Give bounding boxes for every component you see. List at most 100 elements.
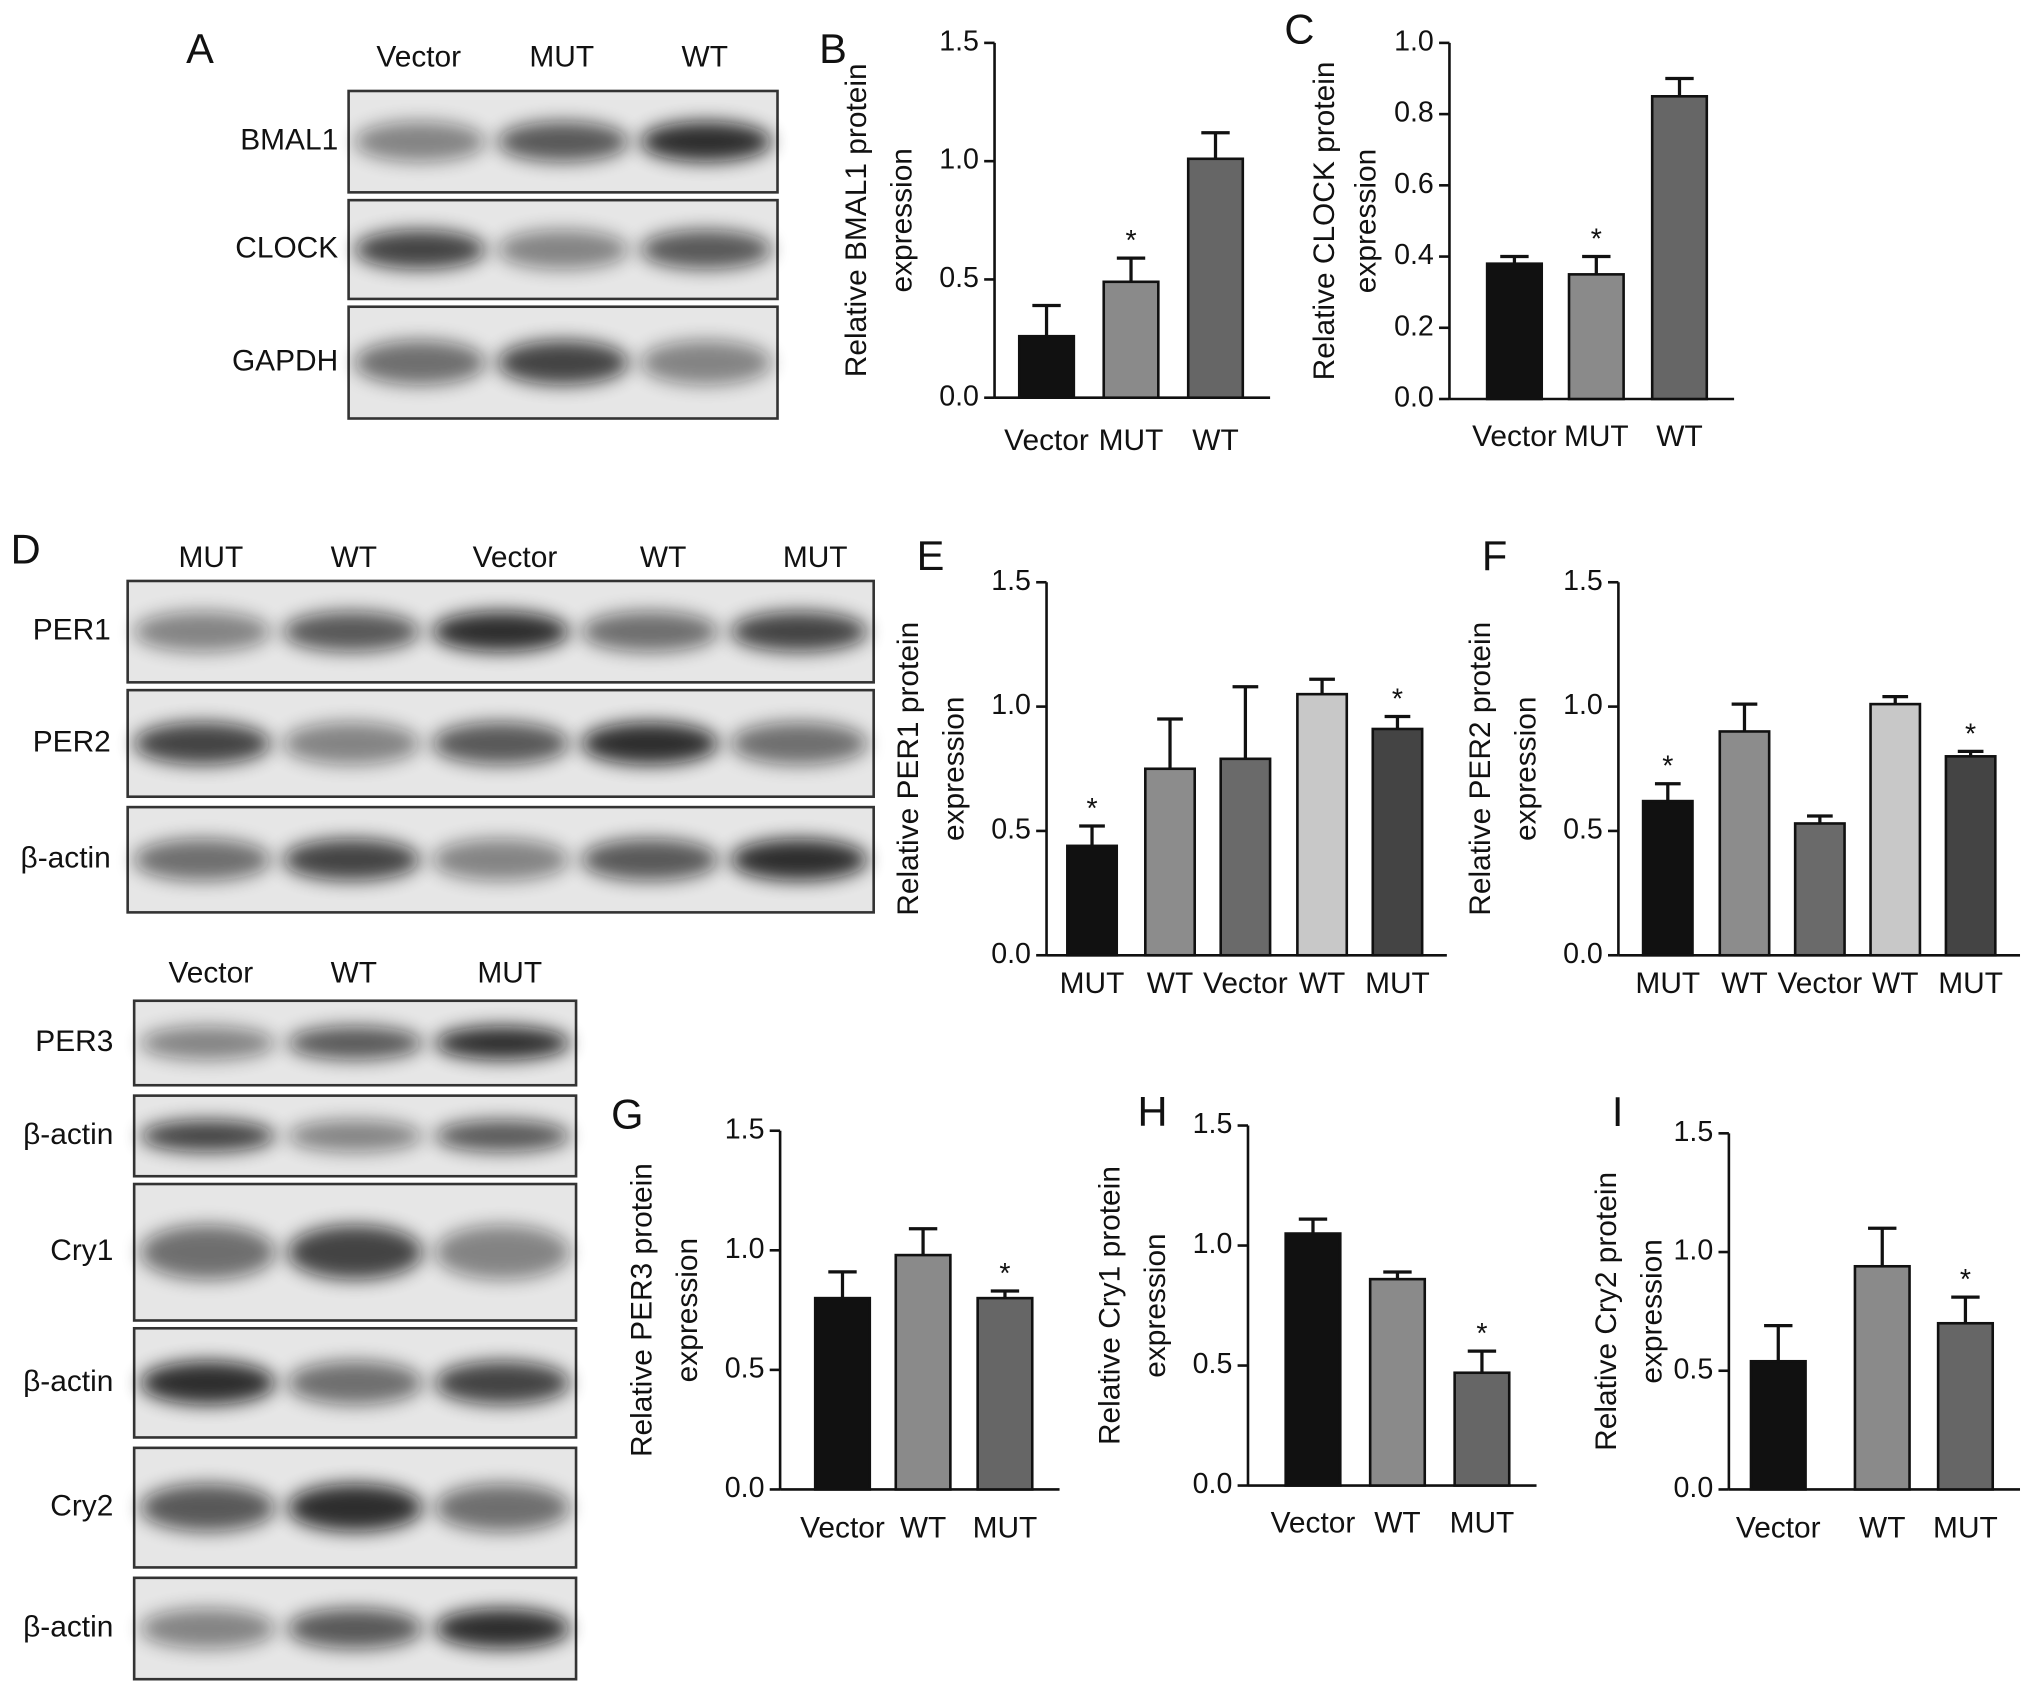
band <box>434 1026 571 1060</box>
lane-label: MUT <box>783 541 848 574</box>
row-label: GAPDH <box>232 345 338 378</box>
x-tick-label: MUT <box>1060 967 1125 1000</box>
y-tick-label: 0.0 <box>991 938 1031 970</box>
lane-label: MUT <box>477 957 542 990</box>
bar <box>1485 262 1544 401</box>
row-label: PER1 <box>33 614 111 647</box>
y-tick-label: 1.5 <box>1193 1108 1233 1140</box>
bar <box>1368 1277 1427 1487</box>
bar <box>1650 95 1709 401</box>
y-tick-label: 0.8 <box>1394 97 1434 129</box>
y-tick-label: 0.0 <box>1674 1472 1714 1504</box>
band <box>133 611 271 652</box>
y-axis-label: expression <box>1635 1239 1668 1383</box>
band <box>287 1608 423 1649</box>
y-tick-label: 1.0 <box>725 1233 765 1265</box>
band <box>282 722 421 765</box>
bar <box>1641 799 1694 957</box>
y-tick-label: 0.0 <box>939 380 979 412</box>
band <box>434 1361 571 1405</box>
bar <box>1219 757 1272 957</box>
y-tick-label: 0.5 <box>939 262 979 294</box>
band <box>287 1026 423 1060</box>
bar <box>1284 1232 1342 1487</box>
y-tick-label: 1.0 <box>1563 689 1603 721</box>
x-tick-label: MUT <box>1635 967 1700 1000</box>
x-tick-label: Vector <box>800 1512 885 1545</box>
band <box>140 1224 276 1280</box>
bar <box>1718 730 1771 957</box>
band <box>140 1361 276 1405</box>
x-tick-label: WT <box>1147 967 1193 1000</box>
lane-label: WT <box>331 541 377 574</box>
y-tick-label: 0.0 <box>1193 1468 1233 1500</box>
x-tick-label: MUT <box>1564 420 1629 453</box>
row-label: β-actin <box>23 1118 113 1151</box>
bar <box>1567 273 1625 401</box>
bar <box>1793 822 1846 957</box>
band <box>282 838 421 881</box>
y-tick-label: 1.5 <box>725 1113 765 1145</box>
y-axis-label: Relative BMAL1 protein <box>840 63 873 377</box>
significance: * <box>1086 793 1097 825</box>
band <box>133 838 271 881</box>
band <box>497 121 629 162</box>
panel-letter: C <box>1284 5 1314 52</box>
x-tick-label: WT <box>1656 420 1702 453</box>
bar <box>1144 767 1197 957</box>
band <box>354 121 486 162</box>
bar <box>976 1296 1034 1491</box>
band <box>287 1119 423 1153</box>
lane-label: MUT <box>529 40 594 73</box>
x-tick-label: MUT <box>1450 1506 1515 1539</box>
lane-label: MUT <box>178 541 243 574</box>
y-axis-label: expression <box>1139 1233 1172 1377</box>
x-tick-label: WT <box>1192 424 1238 457</box>
bar <box>1102 280 1160 400</box>
bar <box>1936 1321 1995 1491</box>
y-axis-label: Relative Cry2 protein <box>1590 1172 1623 1451</box>
band <box>581 722 719 765</box>
y-tick-label: 0.4 <box>1394 239 1434 271</box>
y-axis-label: Relative PER1 protein <box>892 622 925 916</box>
lane-label: Vector <box>376 40 461 73</box>
lane-label: Vector <box>168 957 253 990</box>
band <box>581 611 719 652</box>
x-tick-label: Vector <box>1778 967 1863 1000</box>
y-axis-label: expression <box>1509 697 1542 841</box>
y-tick-label: 0.5 <box>1193 1348 1233 1380</box>
row-label: PER3 <box>35 1025 113 1058</box>
x-tick-label: MUT <box>1099 424 1164 457</box>
bar <box>1749 1359 1807 1491</box>
panel-letter: G <box>611 1091 643 1138</box>
row-label: β-actin <box>23 1365 113 1398</box>
bar <box>1186 157 1245 400</box>
row-label: β-actin <box>21 842 111 875</box>
band <box>282 611 421 652</box>
band <box>497 340 629 385</box>
row-label: Cry2 <box>50 1490 113 1523</box>
row-label: PER2 <box>33 725 111 758</box>
y-axis-label: Relative PER2 protein <box>1464 622 1497 916</box>
y-tick-label: 0.6 <box>1394 168 1434 200</box>
x-tick-label: MUT <box>1938 967 2003 1000</box>
x-tick-label: WT <box>900 1512 946 1545</box>
lane-label: WT <box>681 40 727 73</box>
y-tick-label: 1.0 <box>1674 1235 1714 1267</box>
x-tick-label: Vector <box>1271 1506 1356 1539</box>
y-tick-label: 1.0 <box>1394 25 1434 57</box>
x-tick-label: MUT <box>1365 967 1430 1000</box>
bar <box>1017 334 1076 400</box>
band <box>497 229 629 270</box>
lane-label: WT <box>331 957 377 990</box>
y-tick-label: 0.2 <box>1394 310 1434 342</box>
row-label: BMAL1 <box>240 124 338 157</box>
x-tick-label: WT <box>1721 967 1767 1000</box>
band <box>581 838 719 881</box>
panel-letter: H <box>1138 1088 1168 1135</box>
band <box>434 1119 571 1153</box>
y-axis-label: Relative Cry1 protein <box>1093 1166 1126 1445</box>
band <box>640 229 772 270</box>
bar <box>1066 844 1119 957</box>
